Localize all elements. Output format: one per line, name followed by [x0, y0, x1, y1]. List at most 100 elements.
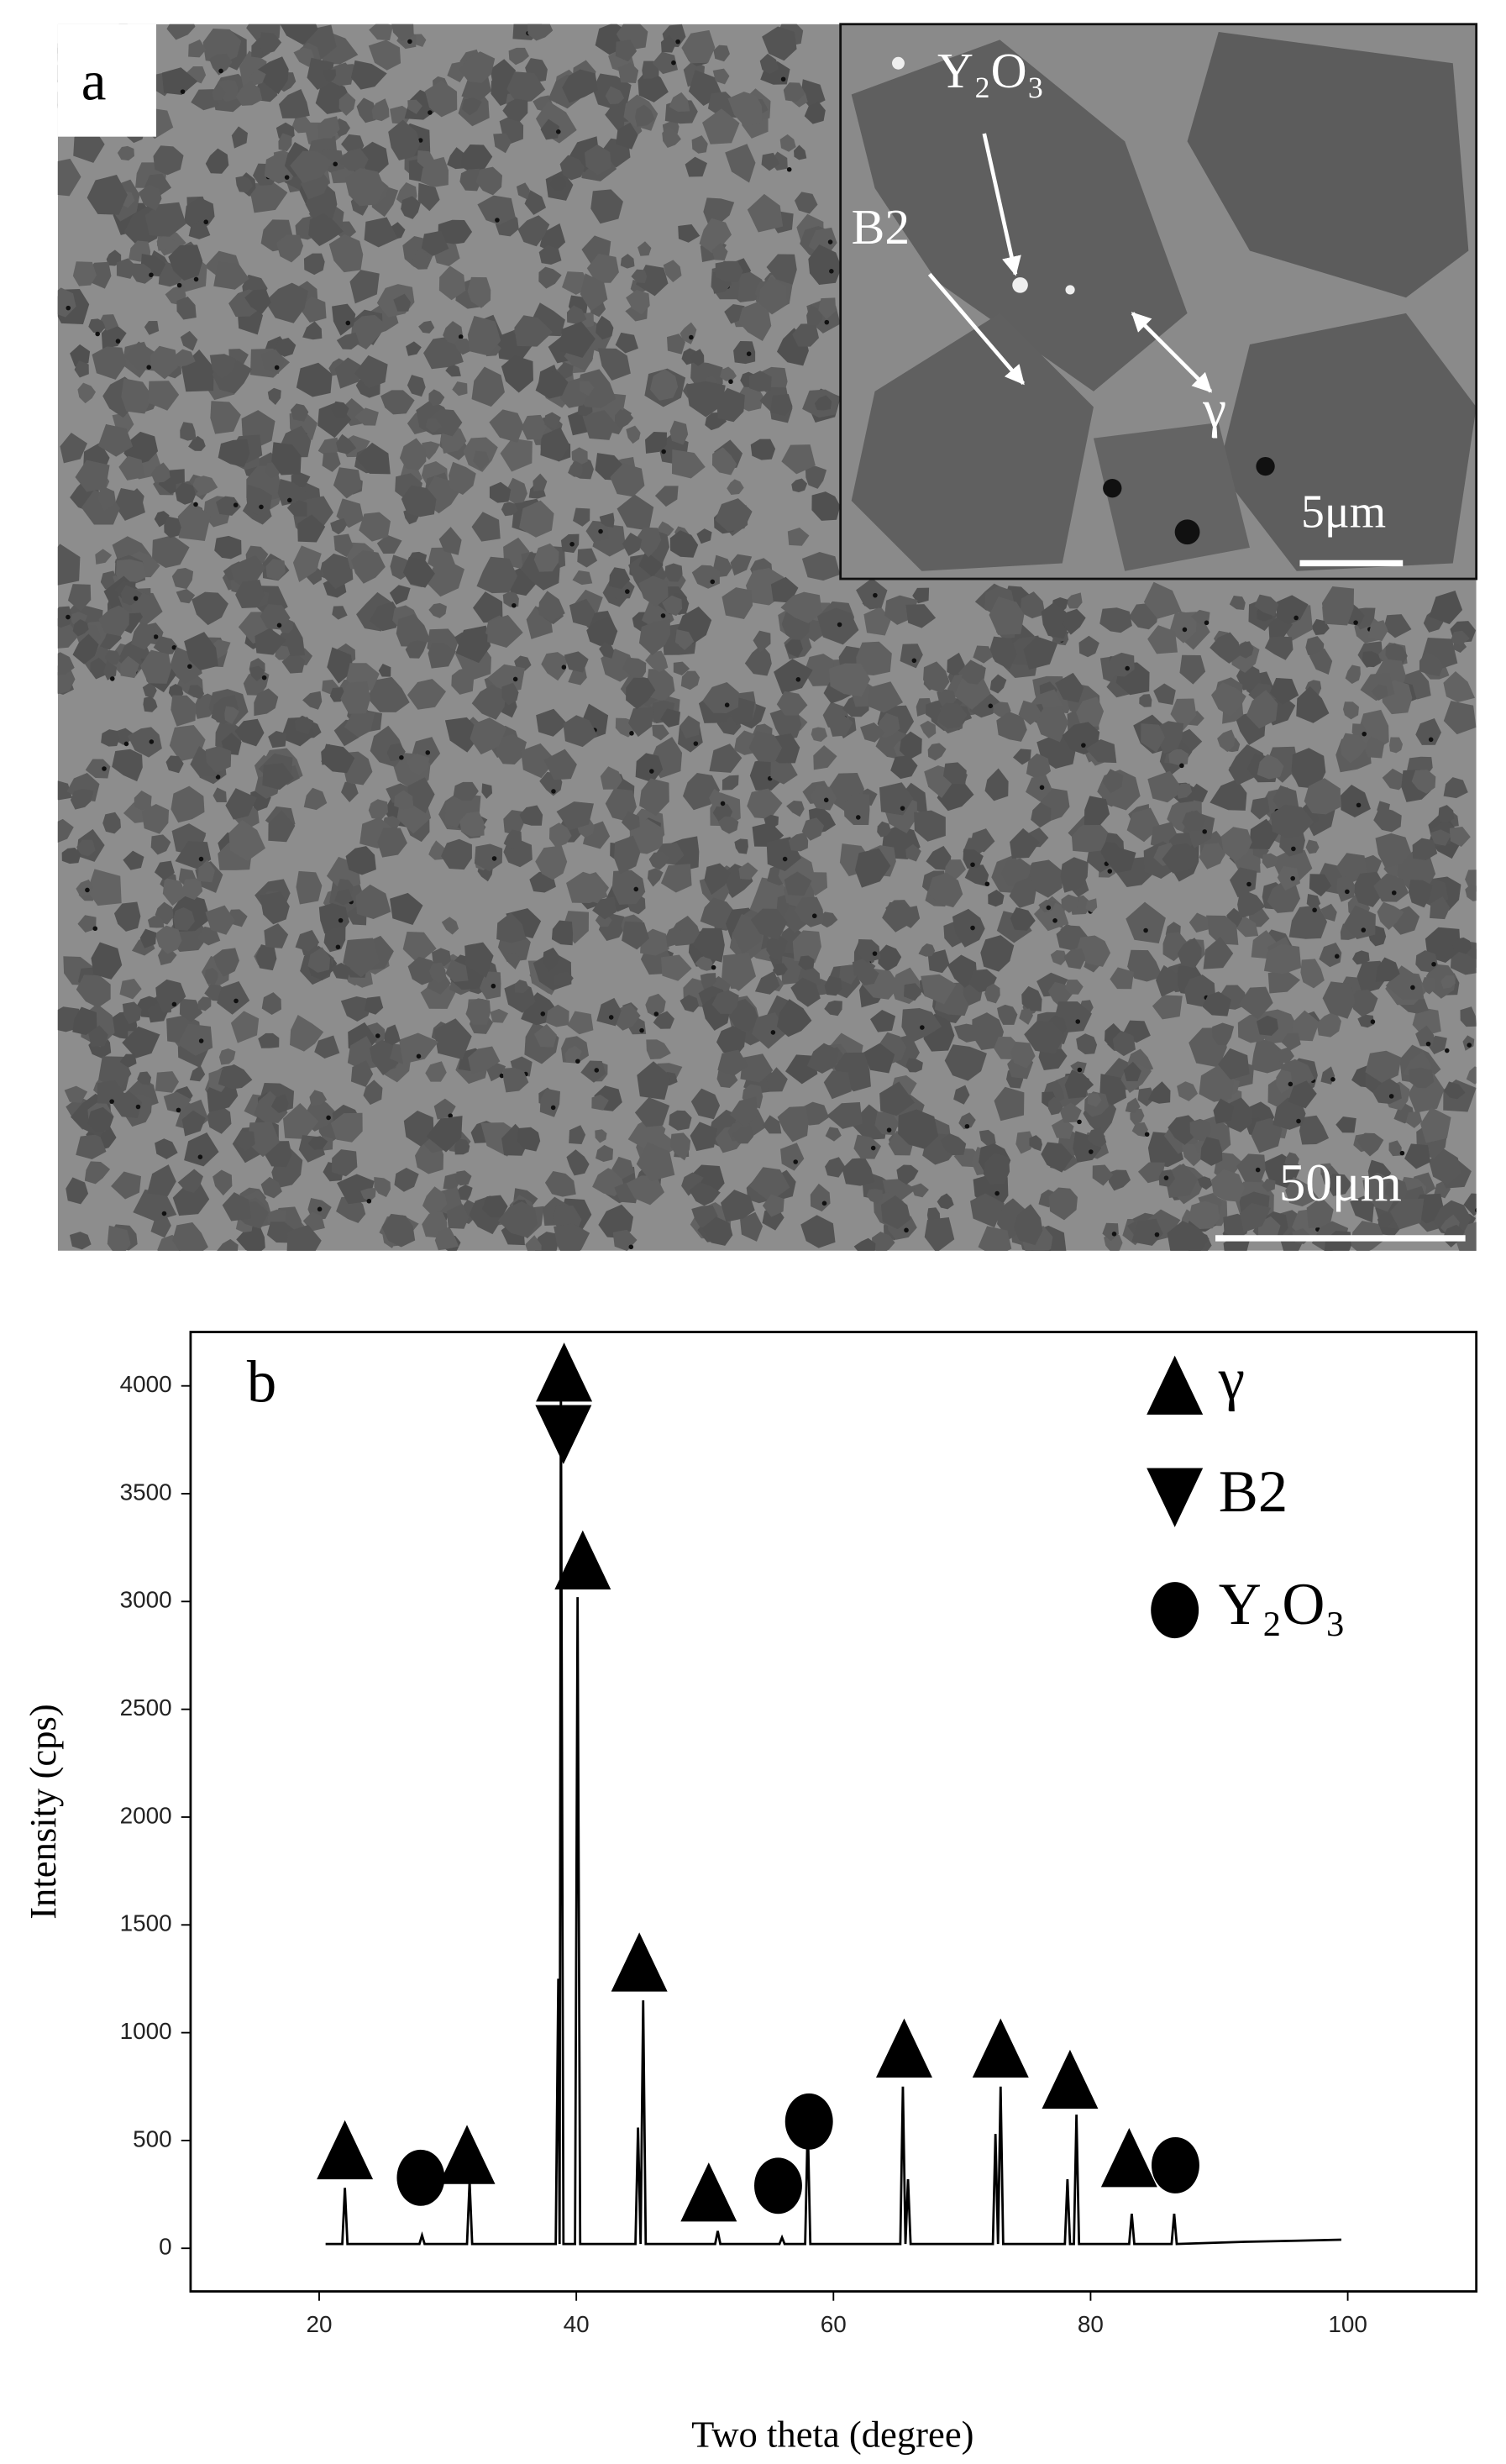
pore — [1089, 1149, 1094, 1154]
grain — [1061, 894, 1078, 913]
grain — [464, 942, 494, 978]
grain — [1009, 876, 1036, 908]
grain — [671, 449, 706, 479]
pore — [1107, 869, 1113, 874]
grain — [548, 822, 572, 848]
grain — [715, 498, 753, 532]
grain — [271, 442, 302, 475]
grain — [614, 409, 634, 428]
grain — [720, 366, 737, 381]
grain — [599, 642, 614, 659]
grain — [927, 872, 963, 908]
grain — [72, 619, 89, 637]
y-tick-label: 2500 — [120, 1694, 172, 1721]
grain — [426, 560, 464, 597]
pore — [286, 497, 292, 503]
grain — [1212, 1022, 1235, 1045]
pore — [1111, 1232, 1117, 1237]
grain — [122, 1026, 160, 1059]
grain — [678, 224, 701, 243]
grain — [175, 482, 197, 505]
grain — [825, 1127, 842, 1142]
pore — [203, 219, 209, 225]
grain — [1203, 937, 1234, 969]
grain — [562, 69, 598, 103]
grain — [611, 1156, 635, 1179]
grain — [1377, 1212, 1394, 1227]
pore — [146, 365, 152, 370]
grain — [586, 253, 619, 283]
pore — [1330, 1077, 1335, 1082]
grain — [323, 69, 337, 83]
grain — [569, 598, 596, 628]
pore — [499, 1073, 505, 1079]
grain — [118, 455, 145, 481]
grain — [1099, 607, 1132, 633]
grain — [235, 579, 265, 609]
grain — [76, 879, 93, 897]
grain — [255, 944, 277, 971]
grain — [314, 1035, 340, 1059]
grain — [963, 848, 984, 869]
grain — [1217, 729, 1236, 753]
grain — [280, 24, 318, 45]
grain — [905, 604, 937, 628]
grain — [1309, 648, 1333, 675]
grain — [172, 1182, 210, 1216]
pore — [675, 39, 680, 45]
grain — [279, 88, 310, 118]
grain — [465, 998, 491, 1025]
grain — [1365, 1050, 1402, 1084]
grain — [559, 321, 596, 358]
grain — [309, 1090, 328, 1106]
grain — [1102, 769, 1124, 794]
grain — [262, 763, 295, 791]
grain — [851, 313, 1094, 571]
grain — [636, 527, 662, 558]
grain — [639, 778, 669, 817]
grain — [318, 903, 350, 935]
grain — [596, 315, 614, 340]
grain — [1023, 636, 1058, 670]
grain — [1125, 1097, 1141, 1114]
grain — [218, 439, 250, 468]
grain — [428, 389, 445, 407]
grain — [1340, 923, 1358, 940]
grain — [454, 338, 471, 355]
grain — [1364, 736, 1385, 759]
grain — [1213, 1098, 1235, 1124]
grain — [422, 441, 440, 460]
grain — [631, 269, 648, 284]
pore — [193, 276, 199, 282]
grain — [189, 1065, 206, 1082]
phase-marker — [754, 2157, 802, 2214]
grain — [265, 559, 286, 581]
grain — [702, 108, 740, 144]
grain — [961, 663, 984, 685]
grain — [997, 1004, 1018, 1025]
grain — [1412, 1006, 1441, 1037]
pore — [1182, 627, 1188, 633]
grain — [1309, 874, 1332, 897]
grain — [213, 1169, 233, 1196]
grain — [905, 843, 921, 862]
pore — [326, 1115, 331, 1121]
grain — [582, 409, 617, 440]
grain — [1444, 1081, 1466, 1100]
grain — [792, 323, 819, 347]
grain — [1100, 841, 1122, 862]
grain — [653, 1011, 674, 1029]
grain — [758, 276, 788, 315]
grain — [72, 261, 97, 286]
pore — [793, 1159, 798, 1164]
grain — [898, 1109, 939, 1149]
grain — [763, 1115, 782, 1134]
grain — [605, 86, 625, 104]
grain — [1264, 636, 1293, 660]
grain — [1188, 1200, 1220, 1229]
grain — [626, 1175, 665, 1206]
grain — [914, 810, 946, 842]
grain — [690, 349, 705, 366]
pore — [1353, 620, 1358, 625]
grain — [407, 679, 447, 710]
